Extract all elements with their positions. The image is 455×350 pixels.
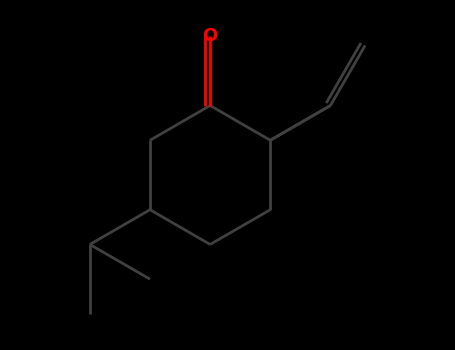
Text: O: O bbox=[202, 27, 218, 45]
